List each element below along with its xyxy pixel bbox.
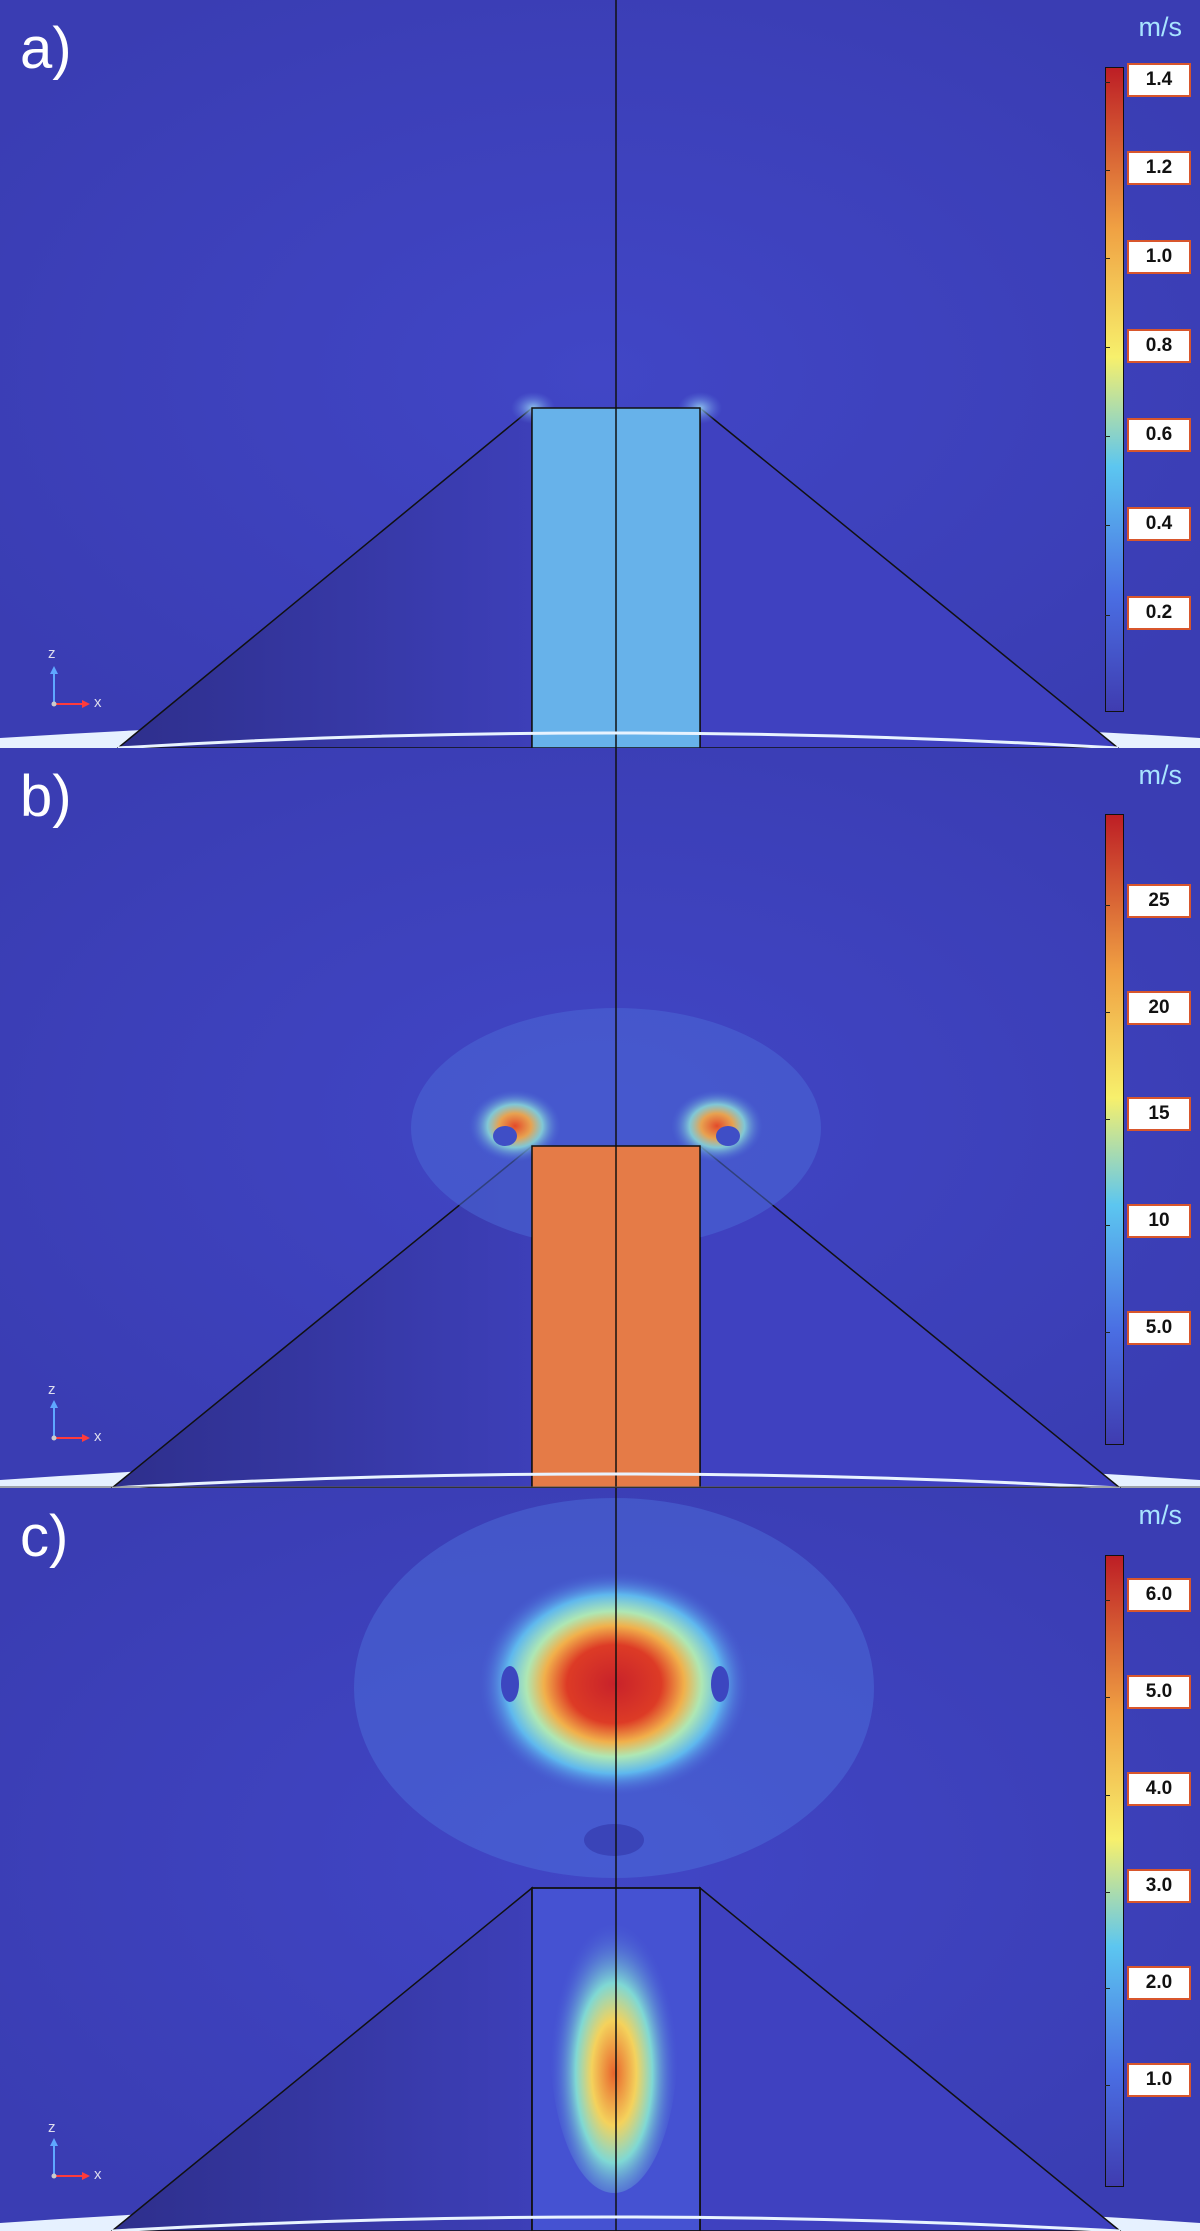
colorbar-tick (1105, 1225, 1110, 1226)
colorbar-tick (1105, 1795, 1110, 1796)
colorbar-tick-label: 5.0 (1127, 1675, 1191, 1709)
colorbar-tick (1105, 1332, 1110, 1333)
colorbar-tick (1105, 1012, 1110, 1013)
axis-x-label: x (94, 694, 102, 711)
colorbar-tick (1105, 905, 1110, 906)
colorbar-tick (1105, 258, 1110, 259)
colorbar-tick (1105, 170, 1110, 171)
colorbar-tick (1105, 525, 1110, 526)
colorbar-tick-label: 2.0 (1127, 1966, 1191, 2000)
colorbar-tick (1105, 436, 1110, 437)
colorbar-tick (1105, 1119, 1110, 1120)
colorbar-tick (1105, 2085, 1110, 2086)
colorbar (1105, 814, 1124, 1445)
colorbar-tick (1105, 82, 1110, 83)
colorbar-unit: m/s (1138, 12, 1183, 42)
colorbar-tick-label: 3.0 (1127, 1869, 1191, 1903)
colorbar-tick (1105, 615, 1110, 616)
colorbar-tick-label: 1.2 (1127, 151, 1191, 185)
colorbar-tick (1105, 1988, 1110, 1989)
colorbar-tick-label: 0.8 (1127, 329, 1191, 363)
velocity-field-c (0, 1488, 1200, 2231)
colorbar-unit: m/s (1138, 1500, 1183, 1530)
velocity-field-b (0, 748, 1200, 1488)
panel-b: b) m/s 25 20 15 10 5.0 z x (0, 748, 1200, 1488)
velocity-field-a (0, 0, 1200, 748)
panel-label: b) (20, 764, 72, 829)
colorbar (1105, 1555, 1124, 2187)
colorbar-unit: m/s (1138, 760, 1183, 790)
axis-z-label: z (48, 1381, 56, 1398)
colorbar-tick (1105, 1697, 1110, 1698)
colorbar-tick-label: 15 (1127, 1097, 1191, 1131)
colorbar-tick-label: 4.0 (1127, 1772, 1191, 1806)
colorbar-tick-label: 6.0 (1127, 1578, 1191, 1612)
axis-x-label: x (94, 1428, 102, 1445)
panel-a: a) m/s 1.4 1.2 1.0 0.8 0.6 0.4 0.2 z x (0, 0, 1200, 748)
colorbar-tick-label: 10 (1127, 1204, 1191, 1238)
panel-c: c) m/s 6.0 5.0 4.0 3.0 2.0 1.0 z x (0, 1488, 1200, 2231)
colorbar-tick-label: 1.0 (1127, 240, 1191, 274)
axis-z-label: z (48, 2119, 56, 2136)
colorbar-tick-label: 1.4 (1127, 63, 1191, 97)
colorbar-tick-label: 0.6 (1127, 418, 1191, 452)
colorbar-tick (1105, 347, 1110, 348)
colorbar-tick-label: 0.2 (1127, 596, 1191, 630)
colorbar (1105, 67, 1124, 712)
colorbar-tick-label: 25 (1127, 884, 1191, 918)
panel-label: a) (20, 16, 72, 81)
colorbar-tick-label: 5.0 (1127, 1311, 1191, 1345)
colorbar-tick-label: 0.4 (1127, 507, 1191, 541)
axis-x-label: x (94, 2166, 102, 2183)
colorbar-tick-label: 1.0 (1127, 2063, 1191, 2097)
colorbar-tick (1105, 1892, 1110, 1893)
axis-z-label: z (48, 645, 56, 662)
panel-label: c) (20, 1504, 69, 1569)
colorbar-tick (1105, 1600, 1110, 1601)
colorbar-tick-label: 20 (1127, 991, 1191, 1025)
